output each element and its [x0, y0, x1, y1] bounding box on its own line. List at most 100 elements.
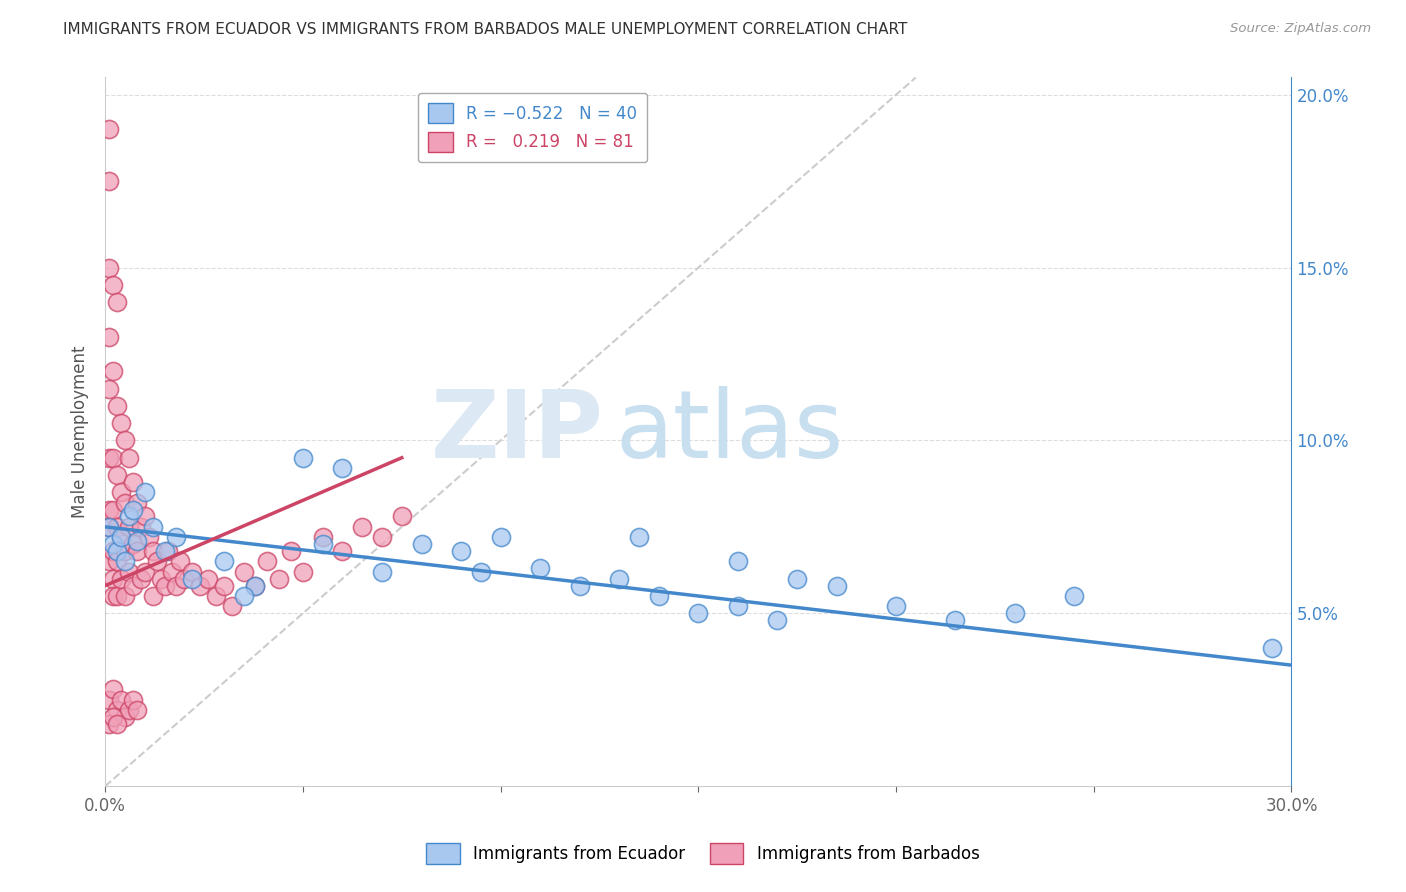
Point — [98, 520, 121, 534]
Point — [114, 710, 136, 724]
Point — [138, 530, 160, 544]
Point — [125, 544, 148, 558]
Point — [101, 277, 124, 292]
Point — [943, 613, 966, 627]
Point — [98, 692, 121, 706]
Point — [371, 530, 394, 544]
Point — [114, 589, 136, 603]
Point — [118, 450, 141, 465]
Point — [101, 682, 124, 697]
Point — [145, 554, 167, 568]
Point — [101, 710, 124, 724]
Point — [256, 554, 278, 568]
Point — [332, 544, 354, 558]
Point — [114, 496, 136, 510]
Point — [411, 537, 433, 551]
Point — [105, 554, 128, 568]
Point — [197, 572, 219, 586]
Point — [142, 544, 165, 558]
Point — [101, 544, 124, 558]
Point — [134, 565, 156, 579]
Point — [149, 572, 172, 586]
Point — [688, 607, 710, 621]
Point — [627, 530, 650, 544]
Point — [165, 579, 187, 593]
Point — [122, 692, 145, 706]
Point — [157, 544, 180, 558]
Point — [529, 561, 551, 575]
Point — [245, 579, 267, 593]
Point — [98, 502, 121, 516]
Point — [101, 589, 124, 603]
Legend: R = −0.522   N = 40, R =   0.219   N = 81: R = −0.522 N = 40, R = 0.219 N = 81 — [418, 93, 647, 161]
Point — [291, 565, 314, 579]
Point — [648, 589, 671, 603]
Point — [153, 544, 176, 558]
Point — [122, 475, 145, 489]
Point — [114, 544, 136, 558]
Point — [165, 530, 187, 544]
Point — [470, 565, 492, 579]
Point — [181, 565, 204, 579]
Point — [98, 450, 121, 465]
Point — [105, 399, 128, 413]
Text: Source: ZipAtlas.com: Source: ZipAtlas.com — [1230, 22, 1371, 36]
Text: atlas: atlas — [616, 386, 844, 478]
Point — [105, 544, 128, 558]
Point — [221, 599, 243, 614]
Point — [122, 537, 145, 551]
Point — [766, 613, 789, 627]
Point — [134, 509, 156, 524]
Point — [110, 530, 132, 544]
Point — [105, 703, 128, 717]
Point — [134, 485, 156, 500]
Point — [884, 599, 907, 614]
Point — [105, 520, 128, 534]
Point — [114, 434, 136, 448]
Point — [1004, 607, 1026, 621]
Point — [450, 544, 472, 558]
Point — [352, 520, 374, 534]
Point — [169, 554, 191, 568]
Point — [280, 544, 302, 558]
Point — [101, 572, 124, 586]
Point — [105, 589, 128, 603]
Point — [607, 572, 630, 586]
Point — [727, 599, 749, 614]
Point — [118, 509, 141, 524]
Point — [332, 461, 354, 475]
Point — [110, 530, 132, 544]
Point — [153, 579, 176, 593]
Point — [98, 122, 121, 136]
Point — [727, 554, 749, 568]
Point — [98, 260, 121, 275]
Point — [212, 554, 235, 568]
Point — [489, 530, 512, 544]
Y-axis label: Male Unemployment: Male Unemployment — [72, 345, 89, 518]
Point — [118, 703, 141, 717]
Point — [125, 703, 148, 717]
Point — [291, 450, 314, 465]
Point — [162, 565, 184, 579]
Point — [101, 364, 124, 378]
Text: ZIP: ZIP — [430, 386, 603, 478]
Point — [110, 416, 132, 430]
Point — [232, 589, 254, 603]
Point — [118, 520, 141, 534]
Point — [98, 717, 121, 731]
Point — [101, 450, 124, 465]
Point — [142, 589, 165, 603]
Point — [188, 579, 211, 593]
Point — [118, 565, 141, 579]
Point — [110, 692, 132, 706]
Point — [98, 174, 121, 188]
Point — [105, 468, 128, 483]
Point — [568, 579, 591, 593]
Point — [129, 572, 152, 586]
Point — [312, 530, 335, 544]
Point — [786, 572, 808, 586]
Point — [105, 295, 128, 310]
Point — [391, 509, 413, 524]
Point — [142, 520, 165, 534]
Point — [212, 579, 235, 593]
